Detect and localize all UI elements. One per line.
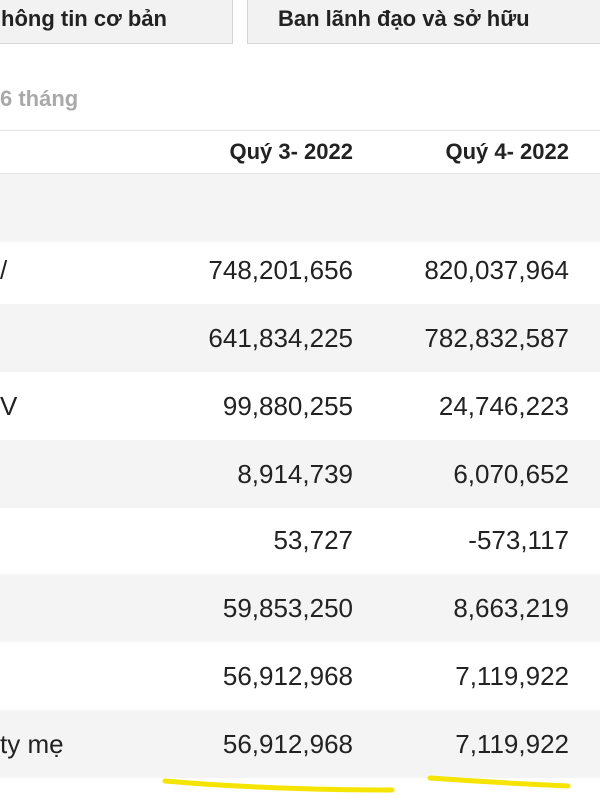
row-label: V <box>0 391 18 421</box>
column-header-q3-2022: Quý 3- 2022 <box>229 139 353 164</box>
table-header: Quý 3- 2022 Quý 4- 2022 <box>0 130 600 174</box>
cell-q4: -573,117 <box>468 525 569 555</box>
table-row: ty mẹ 56,912,968 7,119,922 <box>0 710 600 778</box>
table-row <box>0 174 600 242</box>
cell-q4: 8,663,219 <box>453 593 569 623</box>
cell-q3: 56,912,968 <box>222 729 353 759</box>
period-label: 6 tháng <box>0 86 79 111</box>
table-row: V 99,880,255 24,746,223 <box>0 372 600 440</box>
tab-management-ownership[interactable]: Ban lãnh đạo và sở hữu <box>247 0 600 44</box>
table-row: 59,853,250 8,663,219 <box>0 574 600 642</box>
cell-q4: 24,746,223 <box>438 391 569 421</box>
cell-q3: 59,853,250 <box>222 593 353 623</box>
cell-q3: 748,201,656 <box>208 255 353 285</box>
cell-q3: 99,880,255 <box>222 391 353 421</box>
row-label: / <box>0 255 8 285</box>
cell-q4: 782,832,587 <box>424 323 569 353</box>
tab-bar: hông tin cơ bản Ban lãnh đạo và sở hữu <box>0 0 600 46</box>
column-header-q4-2022: Quý 4- 2022 <box>445 139 569 164</box>
table-row: / 748,201,656 820,037,964 <box>0 236 600 304</box>
table-row: 641,834,225 782,832,587 <box>0 304 600 372</box>
row-label: ty mẹ <box>0 729 64 759</box>
cell-q3: 56,912,968 <box>222 661 353 691</box>
underline-q4 <box>427 775 571 789</box>
cell-q4: 820,037,964 <box>424 255 569 285</box>
table-row: 8,914,739 6,070,652 <box>0 440 600 508</box>
table-row: 56,912,968 7,119,922 <box>0 642 600 710</box>
cell-q3: 641,834,225 <box>208 323 353 353</box>
cell-q3: 8,914,739 <box>237 459 353 489</box>
table-row: 53,727 -573,117 <box>0 506 600 574</box>
tab-basic-info[interactable]: hông tin cơ bản <box>0 0 233 44</box>
cell-q3: 53,727 <box>273 525 353 555</box>
cell-q4: 7,119,922 <box>455 729 569 759</box>
underline-q3 <box>162 778 395 793</box>
cell-q4: 6,070,652 <box>453 459 569 489</box>
cell-q4: 7,119,922 <box>455 661 569 691</box>
